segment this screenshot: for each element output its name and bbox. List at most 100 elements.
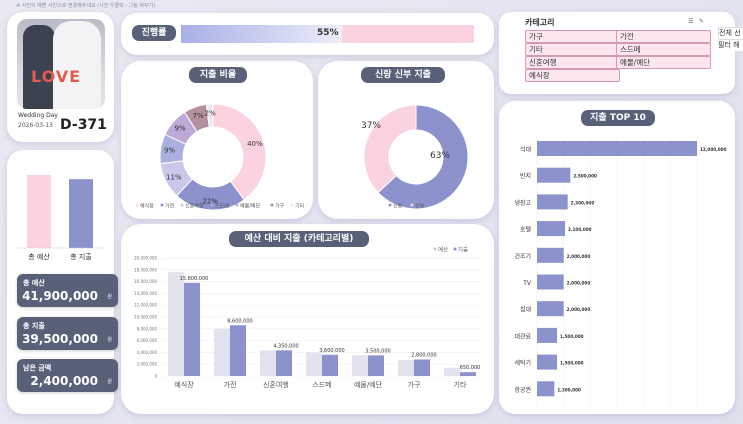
top10-category: 식대: [520, 146, 531, 154]
x-tick-label: 신혼여행: [263, 380, 289, 389]
summary-card: 총 예산 총 지출 총 예산 41,900,000 원 총 지출 39,500,0…: [7, 150, 118, 414]
wedding-date: 2026-03-13: [18, 122, 53, 129]
category-item[interactable]: 가전: [616, 30, 711, 43]
donut-slice-label: 2%: [205, 110, 216, 118]
budget-bar: [352, 355, 368, 376]
legend-swatch: [410, 203, 414, 207]
remaining-unit: 원: [107, 379, 112, 385]
legend-label: 가전: [165, 203, 175, 210]
donut-slice-label: 7%: [193, 112, 204, 120]
progress-card: 진행률 55%: [121, 13, 494, 55]
legend-swatch: [235, 203, 239, 207]
top10-bar: [537, 194, 568, 210]
top10-title: 지출 TOP 10: [581, 110, 655, 126]
category-item[interactable]: 신혼여행: [525, 56, 620, 69]
wedding-photo[interactable]: LOVE: [17, 19, 105, 109]
progress-label: 진행률: [132, 25, 176, 41]
donut-slice: [363, 104, 417, 194]
summary-bar-label: 총 예산: [28, 252, 50, 261]
budget-bar: [414, 359, 430, 376]
budget-vs-spend-title: 예산 대비 지출 (카테고리별): [229, 231, 369, 247]
budget-bar: [168, 272, 184, 376]
spending-ratio-card: 지출 비율 40% 22% 11% 9% 9% 7% 2% 예식장 가전 신혼여행 스드메 예물/예단…: [121, 61, 313, 219]
remaining-label: 남은 금액: [23, 364, 52, 372]
multi-select-icon[interactable]: ☰: [688, 18, 694, 25]
progress-bar: 55%: [181, 25, 474, 43]
y-tick-label: 20,000,000: [134, 256, 157, 261]
y-tick-label: 14,000,000: [134, 291, 157, 296]
category-item[interactable]: 기타: [525, 43, 620, 56]
donut-slice: [377, 104, 469, 210]
budget-bar: [460, 372, 476, 376]
category-slicer: 카테고리 ☰ ✎ 가구 가전 기타 스드메 신혼여행 예물/예단 예식장 전체 선 필터 해: [499, 12, 743, 94]
x-tick-label: 예식장: [174, 380, 194, 389]
top10-value: 2,000,000: [567, 307, 591, 312]
budget-vs-spend-chart: 0 2,000,000 4,000,000 6,000,000 8,000,000 10,…: [134, 246, 483, 389]
select-all-button[interactable]: 전체 선: [718, 27, 743, 40]
dday-counter: D-371: [60, 117, 107, 133]
x-tick-label: 스드메: [312, 381, 331, 389]
y-tick-label: 12,000,000: [134, 303, 157, 308]
clear-filter-button[interactable]: 필터 해: [718, 40, 743, 51]
legend-label: 신랑: [393, 203, 403, 210]
budget-bar: [368, 355, 384, 376]
top10-value: 12,000,000: [700, 147, 727, 152]
top10-bar: [537, 354, 557, 370]
remaining-box: 남은 금액 2,400,000 원: [17, 359, 118, 392]
data-label: 650,000: [460, 365, 481, 371]
bride-figure: [53, 21, 101, 109]
category-item[interactable]: 가구: [525, 30, 620, 43]
top10-value: 2,000,000: [567, 281, 591, 286]
category-item[interactable]: 예식장: [525, 69, 620, 82]
legend-swatch: [135, 203, 139, 207]
top10-category: 침대: [520, 306, 531, 314]
top10-bar: [537, 221, 565, 237]
top10-category: 냉장고: [514, 199, 531, 207]
top10-value: 1,300,000: [557, 387, 581, 392]
category-item[interactable]: 예물/예단: [616, 56, 711, 69]
y-tick-label: 8,000,000: [137, 326, 158, 331]
top10-bar: [537, 301, 564, 317]
spending-ratio-donut: 40% 22% 11% 9% 9% 7% 2% 예식장 가전 신혼여행 스드메 예물/예단 가구 기타: [135, 103, 305, 211]
summary-bar-chart: 총 예산 총 지출: [17, 175, 104, 261]
summary-bar-label: 총 지출: [70, 252, 92, 261]
budget-bar: [444, 367, 460, 376]
top10-value: 2,000,000: [567, 254, 591, 259]
total-spend-value: 39,500,000: [22, 332, 98, 346]
love-balloon-text: LOVE: [31, 67, 82, 86]
legend-swatch: [290, 203, 294, 207]
summary-bar: [27, 175, 51, 248]
top10-value: 1,500,000: [560, 361, 584, 366]
top10-category: TV: [522, 280, 532, 287]
clear-filter-icon[interactable]: ✎: [699, 18, 705, 25]
x-tick-label: 가전: [224, 380, 237, 389]
couple-spend-card: 신랑 신부 지출 63% 37% 신랑 신부: [318, 61, 494, 219]
category-item[interactable]: 스드메: [616, 43, 711, 56]
budget-bar: [398, 360, 414, 376]
total-spend-box: 총 지출 39,500,000 원: [17, 317, 118, 350]
progress-fill: [181, 25, 343, 43]
data-label: 2,800,000: [411, 352, 436, 358]
wedding-day-label: Wedding Day: [18, 112, 58, 119]
legend-label: 기타: [295, 203, 305, 210]
data-label: 8,600,000: [227, 318, 252, 324]
data-label: 3,500,000: [365, 348, 390, 354]
legend-label: 신혼여행: [185, 203, 204, 210]
y-tick-label: 4,000,000: [137, 350, 158, 355]
category-title: 카테고리: [525, 18, 555, 27]
y-tick-label: 0: [154, 374, 157, 379]
top10-value: 2,500,000: [573, 174, 597, 179]
top10-bar: [537, 381, 555, 397]
x-tick-label: 가구: [408, 380, 421, 389]
top10-bar: [537, 327, 557, 343]
top10-card: 지출 TOP 10 식대 12,000,000 반지 2,500,000 냉장고 2,30…: [499, 101, 735, 414]
couple-spend-title: 신랑 신부 지출: [361, 67, 445, 83]
instruction-hint: ※ 사진의 예쁜 사진으로 변경해주세요 (사진 우클릭 - 그림 바꾸기): [16, 3, 156, 9]
legend-swatch: [270, 203, 274, 207]
donut-slice: [212, 103, 267, 201]
top10-category: 건조기: [514, 252, 531, 260]
x-tick-label: 기타: [454, 380, 467, 389]
top10-bar: [537, 141, 697, 156]
donut-slice: [205, 103, 214, 128]
legend-label: 신부: [415, 203, 425, 210]
